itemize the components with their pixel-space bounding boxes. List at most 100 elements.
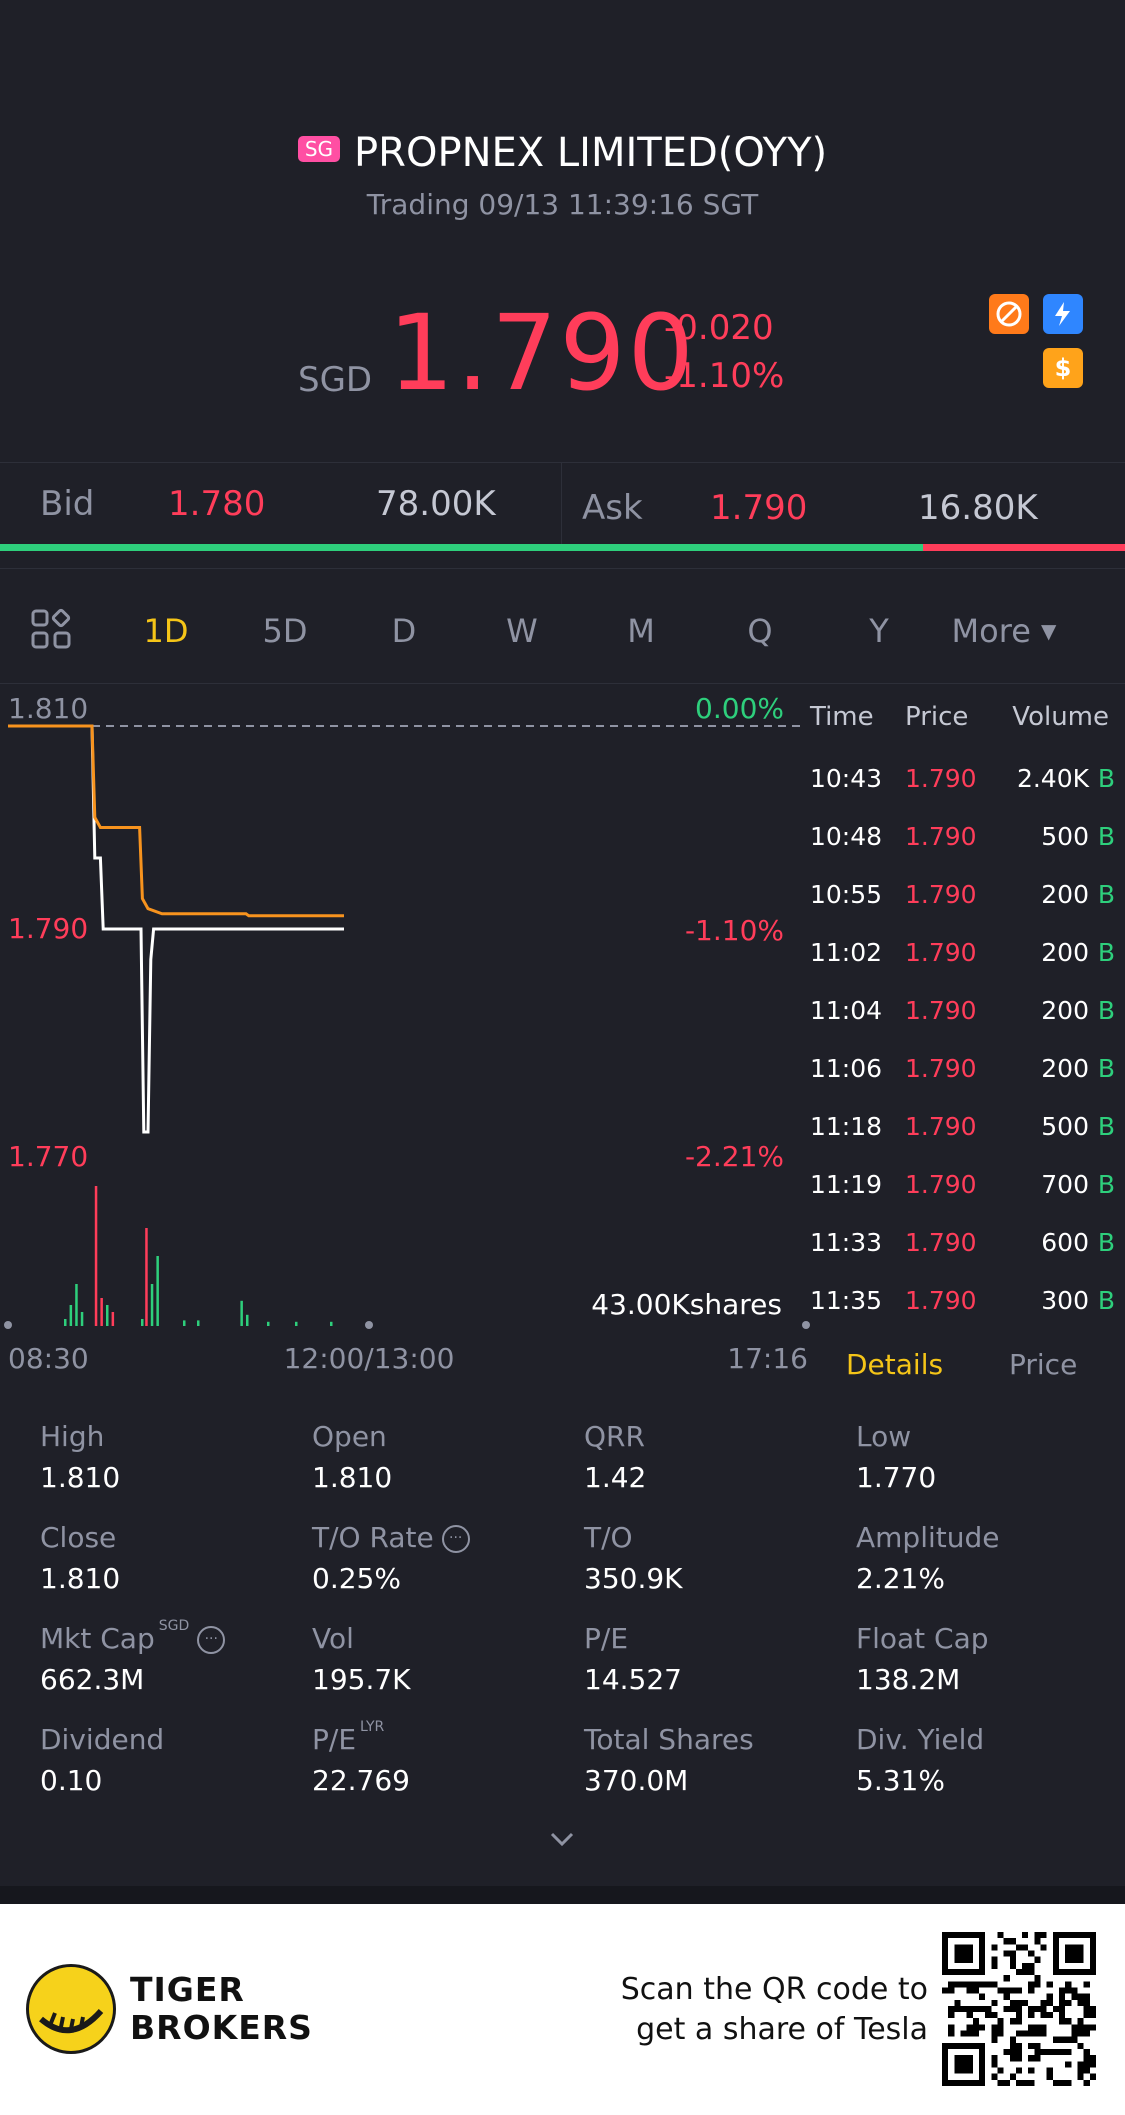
pct-label-bottom: -2.21% xyxy=(685,1140,784,1173)
stat-value: 1.810 xyxy=(312,1461,393,1494)
pct-label-mid: -1.10% xyxy=(685,914,784,947)
tab-m[interactable]: M xyxy=(627,612,655,650)
stat-label-text: T/O Rate xyxy=(312,1521,434,1554)
trade-row: 11:04 1.790 200 B xyxy=(0,996,1125,1054)
bid-ask-bar xyxy=(0,462,1125,545)
trade-time: 11:02 xyxy=(810,938,883,967)
stat-label: Low xyxy=(856,1420,1116,1453)
stat-item: Dividend 0.10 xyxy=(40,1723,300,1797)
volume-bar xyxy=(240,1300,243,1326)
session-marker xyxy=(4,1321,12,1329)
trade-volume: 500 xyxy=(1041,822,1089,851)
volume-bar xyxy=(330,1321,333,1326)
stock-name: PROPNEX LIMITED(OYY) xyxy=(354,130,828,176)
x-label-mid: 12:00/13:00 xyxy=(284,1342,455,1375)
stat-value: 5.31% xyxy=(856,1764,945,1797)
tab-more[interactable]: More ▼ xyxy=(952,612,1057,650)
trade-price: 1.790 xyxy=(905,880,977,909)
stat-value: 0.10 xyxy=(40,1764,103,1797)
stat-value: 350.9K xyxy=(584,1562,683,1595)
tab-d[interactable]: D xyxy=(391,612,417,650)
trade-price: 1.790 xyxy=(905,938,977,967)
tab-w[interactable]: W xyxy=(506,612,538,650)
trade-price: 1.790 xyxy=(905,996,977,1025)
ask-size: 16.80K xyxy=(918,488,1038,528)
volume-bar xyxy=(156,1256,159,1326)
tab-5d[interactable]: 5D xyxy=(262,612,308,650)
intraday-chart[interactable]: 1.810 1.790 1.770 0.00% -1.10% -2.21% 43… xyxy=(0,682,810,1382)
stat-label: Open xyxy=(312,1420,572,1453)
stat-label: P/E LYR xyxy=(312,1719,572,1756)
session-marker xyxy=(365,1321,373,1329)
dollar-icon[interactable]: $ xyxy=(1043,348,1083,388)
stat-value: 370.0M xyxy=(584,1764,689,1797)
stat-label: Close xyxy=(40,1521,300,1554)
trade-row: 11:35 1.790 300 B xyxy=(0,1286,1125,1344)
stat-item: Open 1.810 xyxy=(312,1420,572,1494)
trades-header-time: Time xyxy=(810,702,874,732)
stat-value: 195.7K xyxy=(312,1663,411,1696)
y-label-bottom: 1.770 xyxy=(8,1140,88,1173)
tab-1d[interactable]: 1D xyxy=(143,612,189,650)
y-label-mid: 1.790 xyxy=(8,912,88,945)
trade-time: 11:33 xyxy=(810,1228,883,1257)
stat-label: T/O xyxy=(584,1521,844,1554)
volume-bar xyxy=(111,1312,115,1326)
volume-bar xyxy=(267,1321,270,1326)
volume-bar xyxy=(100,1298,103,1326)
promo-footer xyxy=(0,1904,1125,2115)
info-icon[interactable]: ··· xyxy=(441,1525,470,1553)
price-change-percent: -1.10% xyxy=(664,356,785,396)
bid-label: Bid xyxy=(40,484,95,524)
flash-icon[interactable] xyxy=(1043,294,1083,334)
stat-label: T/O Rate ··· xyxy=(312,1521,572,1554)
ask-ratio-bar xyxy=(922,544,1125,551)
session-marker xyxy=(802,1321,810,1329)
trade-volume: 200 xyxy=(1041,880,1089,909)
stat-value: 22.769 xyxy=(312,1764,410,1797)
brand-name-line2: BROKERS xyxy=(130,2008,313,2047)
tab-price[interactable]: Price xyxy=(1009,1348,1078,1381)
volume-bar xyxy=(141,1319,144,1326)
stat-value: 2.21% xyxy=(856,1562,945,1595)
stat-label-text: Close xyxy=(40,1521,117,1554)
trade-volume: 300 xyxy=(1041,1286,1089,1315)
stat-label-text: P/E xyxy=(312,1723,357,1756)
trade-row: 10:55 1.790 200 B xyxy=(0,880,1125,938)
trade-side-flag: B xyxy=(1097,822,1115,851)
tab-q[interactable]: Q xyxy=(747,612,773,650)
trading-status: Trading 09/13 11:39:16 SGT xyxy=(366,188,759,221)
stat-value: 1.770 xyxy=(856,1461,937,1494)
trade-time: 11:06 xyxy=(810,1054,883,1083)
info-icon[interactable]: ··· xyxy=(197,1626,226,1654)
qr-code-icon[interactable] xyxy=(942,1932,1096,2086)
stat-item: Amplitude 2.21% xyxy=(856,1521,1116,1595)
stat-label-text: Dividend xyxy=(40,1723,165,1756)
last-price: 1.790 xyxy=(388,292,696,414)
trade-side-flag: B xyxy=(1097,1112,1115,1141)
tab-y[interactable]: Y xyxy=(869,612,889,650)
trade-row: 11:18 1.790 500 B xyxy=(0,1112,1125,1170)
stat-label-sup: SGD xyxy=(158,1618,190,1634)
stat-label-text: Mkt Cap xyxy=(40,1622,155,1655)
stat-label-text: Open xyxy=(312,1420,387,1453)
trade-side-flag: B xyxy=(1097,880,1115,909)
stat-item: T/O 350.9K xyxy=(584,1521,844,1595)
volume-bar xyxy=(64,1319,67,1326)
stat-label-text: High xyxy=(40,1420,105,1453)
tab-details[interactable]: Details xyxy=(846,1348,944,1381)
chevron-down-icon[interactable] xyxy=(547,1824,577,1854)
trades-header-volume: Volume xyxy=(1012,702,1109,732)
currency-label: SGD xyxy=(298,360,373,400)
grid-icon[interactable] xyxy=(30,608,72,650)
stat-item: P/E LYR 22.769 xyxy=(312,1719,572,1797)
trade-volume: 200 xyxy=(1041,1054,1089,1083)
stat-item: Mkt Cap SGD ··· 662.3M xyxy=(40,1618,300,1696)
stat-item: T/O Rate ··· 0.25% xyxy=(312,1521,572,1595)
stat-label-text: Amplitude xyxy=(856,1521,1000,1554)
no-margin-icon[interactable] xyxy=(989,294,1029,334)
stat-label: Vol xyxy=(312,1622,572,1655)
volume-bar xyxy=(75,1284,78,1326)
trade-time: 11:04 xyxy=(810,996,883,1025)
trade-side-flag: B xyxy=(1097,996,1115,1025)
